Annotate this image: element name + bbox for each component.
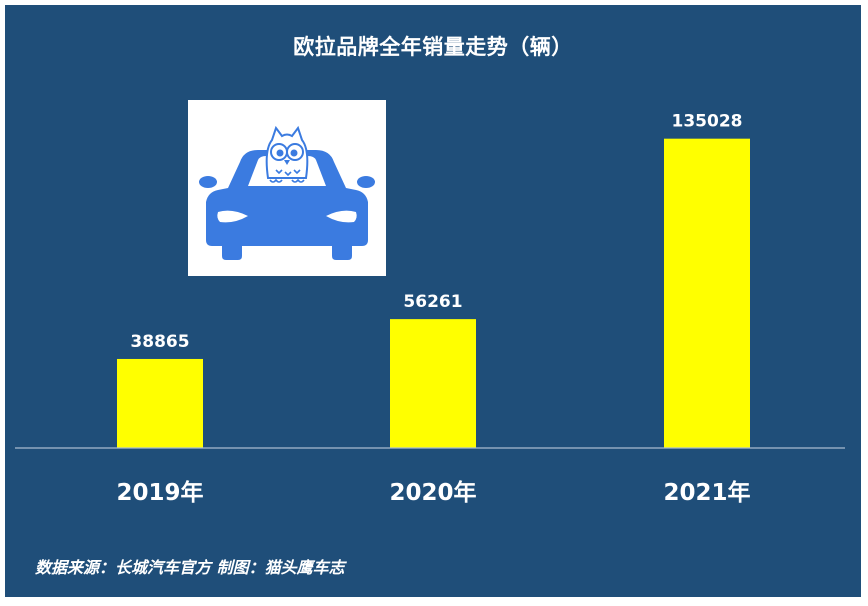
labels-layer: 38865 2019年 56261 2020年 135028 2021年: [116, 112, 750, 506]
bar-2021: [664, 138, 750, 448]
bar-chart: 38865 2019年 56261 2020年 135028 2021年: [15, 112, 845, 506]
bar-2019: [117, 358, 203, 448]
chart-frame: 欧拉品牌全年销量走势（辆） 38865 2019年 56261 2020年 135028…: [5, 5, 861, 597]
chart-title: 欧拉品牌全年销量走势（辆）: [293, 35, 573, 59]
bar-2020: [390, 319, 476, 448]
brand-logo-panel: [188, 100, 386, 276]
x-tick-label: 2019年: [116, 479, 203, 506]
owl-in-car-icon: [199, 125, 375, 260]
source-footnote: 数据来源：长城汽车官方 制图：猫头鹰车志: [35, 558, 345, 577]
data-label: 38865: [130, 332, 189, 352]
data-label: 56261: [403, 292, 462, 312]
x-tick-label: 2020年: [389, 479, 476, 506]
bars-layer: [117, 138, 750, 448]
x-tick-label: 2021年: [663, 479, 750, 506]
data-label: 135028: [672, 112, 743, 132]
